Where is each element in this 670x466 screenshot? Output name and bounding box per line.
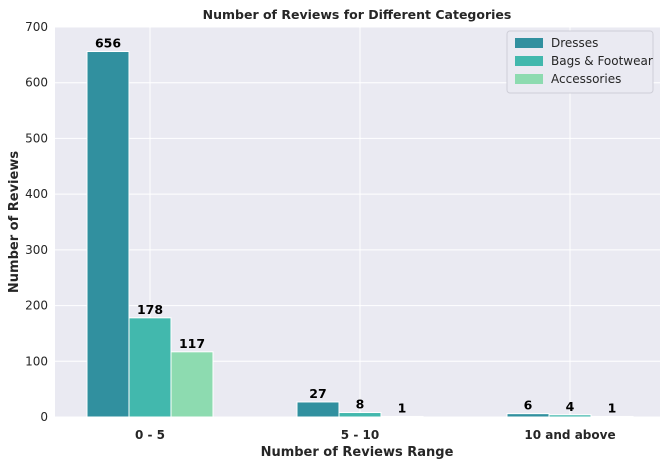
bar-accessories bbox=[590, 415, 634, 418]
legend-swatch bbox=[515, 74, 543, 84]
y-axis-label: Number of Reviews bbox=[7, 151, 22, 293]
data-label: 4 bbox=[566, 399, 575, 414]
data-label: 656 bbox=[95, 36, 121, 51]
data-label: 27 bbox=[309, 386, 326, 401]
legend-label: Bags & Footwear bbox=[551, 54, 653, 68]
legend-frame bbox=[506, 30, 654, 94]
bar-bags-footwear bbox=[548, 414, 592, 418]
y-tick-label: 400 bbox=[25, 187, 48, 201]
data-label: 178 bbox=[137, 302, 163, 317]
x-tick-label: 0 - 5 bbox=[135, 428, 165, 442]
bars bbox=[86, 51, 634, 418]
y-tick-label: 0 bbox=[40, 410, 48, 424]
value-labels: 656 27 6 178 8 4 117 1 1 bbox=[95, 36, 616, 416]
legend-label: Accessories bbox=[551, 72, 621, 86]
gridlines bbox=[55, 26, 660, 418]
bar-bags-footwear bbox=[128, 317, 172, 418]
bar-dresses bbox=[86, 51, 130, 418]
bar-dresses bbox=[296, 401, 340, 418]
data-label: 1 bbox=[608, 400, 617, 415]
legend-swatch bbox=[515, 38, 543, 48]
x-axis-ticks: 0 - 5 5 - 10 10 and above bbox=[135, 428, 616, 442]
y-tick-label: 200 bbox=[25, 299, 48, 313]
chart-title: Number of Reviews for Different Categori… bbox=[203, 7, 512, 22]
data-label: 117 bbox=[179, 336, 205, 351]
bar-bags-footwear bbox=[338, 412, 382, 418]
data-label: 6 bbox=[524, 398, 533, 413]
data-label: 8 bbox=[356, 397, 365, 412]
y-axis-ticks: 0 100 200 300 400 500 600 700 bbox=[25, 20, 48, 424]
legend-label: Dresses bbox=[551, 36, 598, 50]
data-label: 1 bbox=[398, 400, 407, 415]
legend-swatch bbox=[515, 56, 543, 66]
x-axis-label: Number of Reviews Range bbox=[261, 445, 454, 460]
y-tick-label: 100 bbox=[25, 354, 48, 368]
x-tick-label: 10 and above bbox=[524, 428, 615, 442]
y-tick-label: 500 bbox=[25, 131, 48, 145]
bar-accessories bbox=[380, 415, 424, 418]
bar-accessories bbox=[170, 351, 214, 418]
legend: Dresses Bags & Footwear Accessories bbox=[506, 30, 654, 94]
y-tick-label: 700 bbox=[25, 20, 48, 34]
y-tick-label: 300 bbox=[25, 243, 48, 257]
bar-dresses bbox=[506, 413, 550, 418]
x-tick-label: 5 - 10 bbox=[341, 428, 379, 442]
y-tick-label: 600 bbox=[25, 76, 48, 90]
